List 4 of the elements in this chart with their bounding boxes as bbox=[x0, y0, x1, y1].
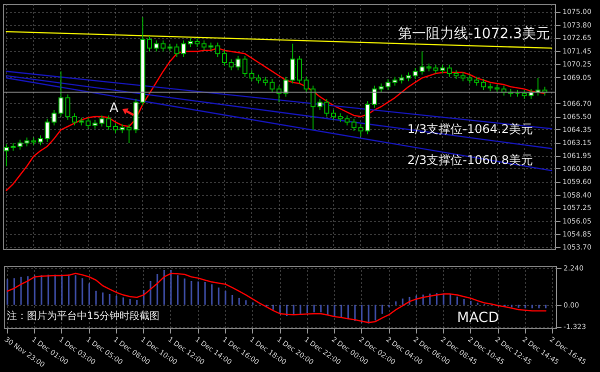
annotation: 注：图片为平台中15分钟时段截图 bbox=[7, 310, 160, 322]
annotation: 第一阻力线-1072.3美元 bbox=[398, 26, 550, 42]
annotation: MACD bbox=[457, 310, 499, 326]
annotation: A bbox=[110, 101, 119, 116]
